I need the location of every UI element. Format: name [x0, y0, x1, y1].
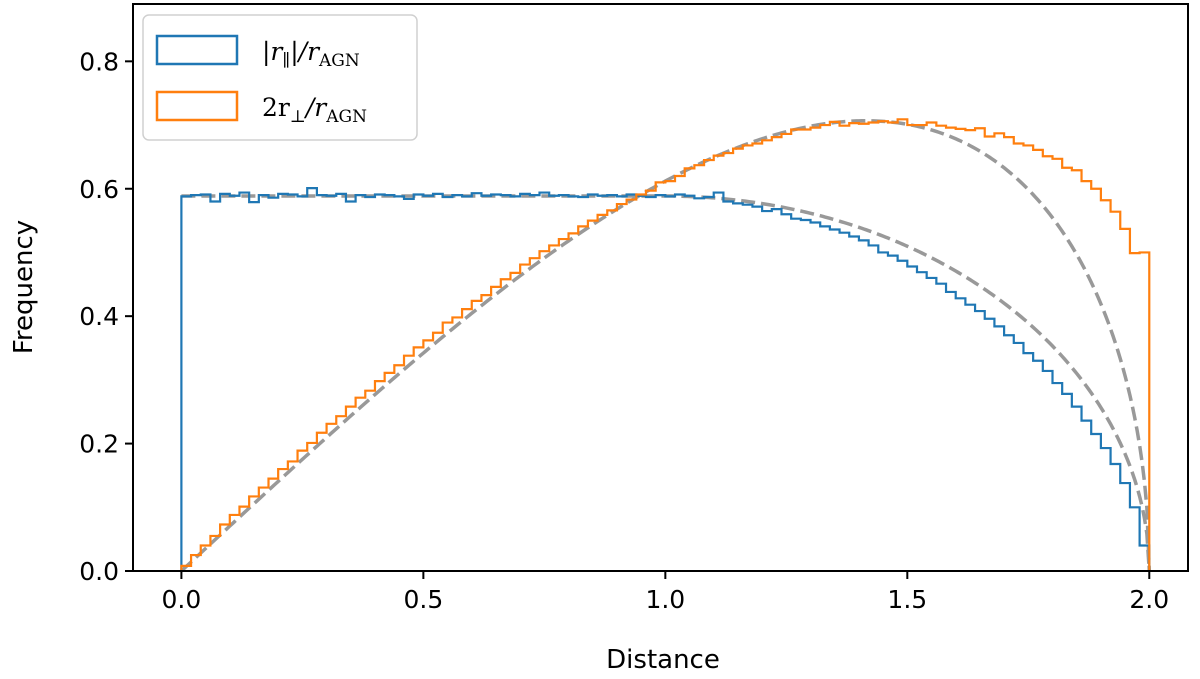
x-tick-label: 2.0 [1129, 585, 1169, 614]
legend-parallel-sub: ∥ [282, 51, 290, 71]
histogram-series [180, 118, 1151, 571]
x-tick-label: 0.0 [162, 585, 202, 614]
x-axis-label: Distance [606, 645, 720, 675]
legend: |r∥|/rAGN 2r⊥/rAGN [142, 14, 418, 141]
legend-parallel-tail-sub: AGN [318, 51, 360, 71]
x-tick-label: 0.5 [403, 585, 443, 614]
y-tick-label: 0.4 [79, 302, 119, 331]
legend-perp-tail-sub: AGN [325, 107, 367, 127]
legend-box [142, 14, 418, 141]
fit-curve-perpendicular [180, 119, 1152, 573]
y-tick-label: 0.0 [79, 557, 119, 586]
x-tick-label: 1.5 [887, 585, 927, 614]
fit-curve-parallel [181, 194, 1152, 572]
legend-label-parallel: |r∥|/rAGN [262, 37, 360, 71]
y-tick-label: 0.2 [79, 430, 119, 459]
plot-frame [132, 3, 1189, 572]
legend-swatch-parallel [155, 34, 239, 66]
legend-parallel-main: |r [262, 37, 284, 67]
legend-label-perpendicular: 2r⊥/rAGN [262, 93, 367, 127]
legend-swatch-perpendicular [155, 90, 239, 122]
histogram-perpendicular [180, 118, 1151, 571]
x-tick-label: 1.0 [645, 585, 685, 614]
legend-perp-main: 2r [262, 93, 290, 122]
y-tick-label: 0.6 [79, 175, 119, 204]
axis-ticks: 0.0 0.5 1.0 1.5 2.0 0.0 0.2 0.4 0.6 0.8 [79, 47, 1169, 614]
y-axis-label: Frequency [9, 220, 39, 354]
legend-parallel-tail: |/r [290, 37, 321, 67]
histogram-parallel [180, 187, 1151, 571]
legend-perp-tail: /r [304, 93, 328, 122]
fit-curves [180, 119, 1152, 573]
legend-perp-sub: ⊥ [290, 107, 306, 127]
y-tick-label: 0.8 [79, 47, 119, 76]
